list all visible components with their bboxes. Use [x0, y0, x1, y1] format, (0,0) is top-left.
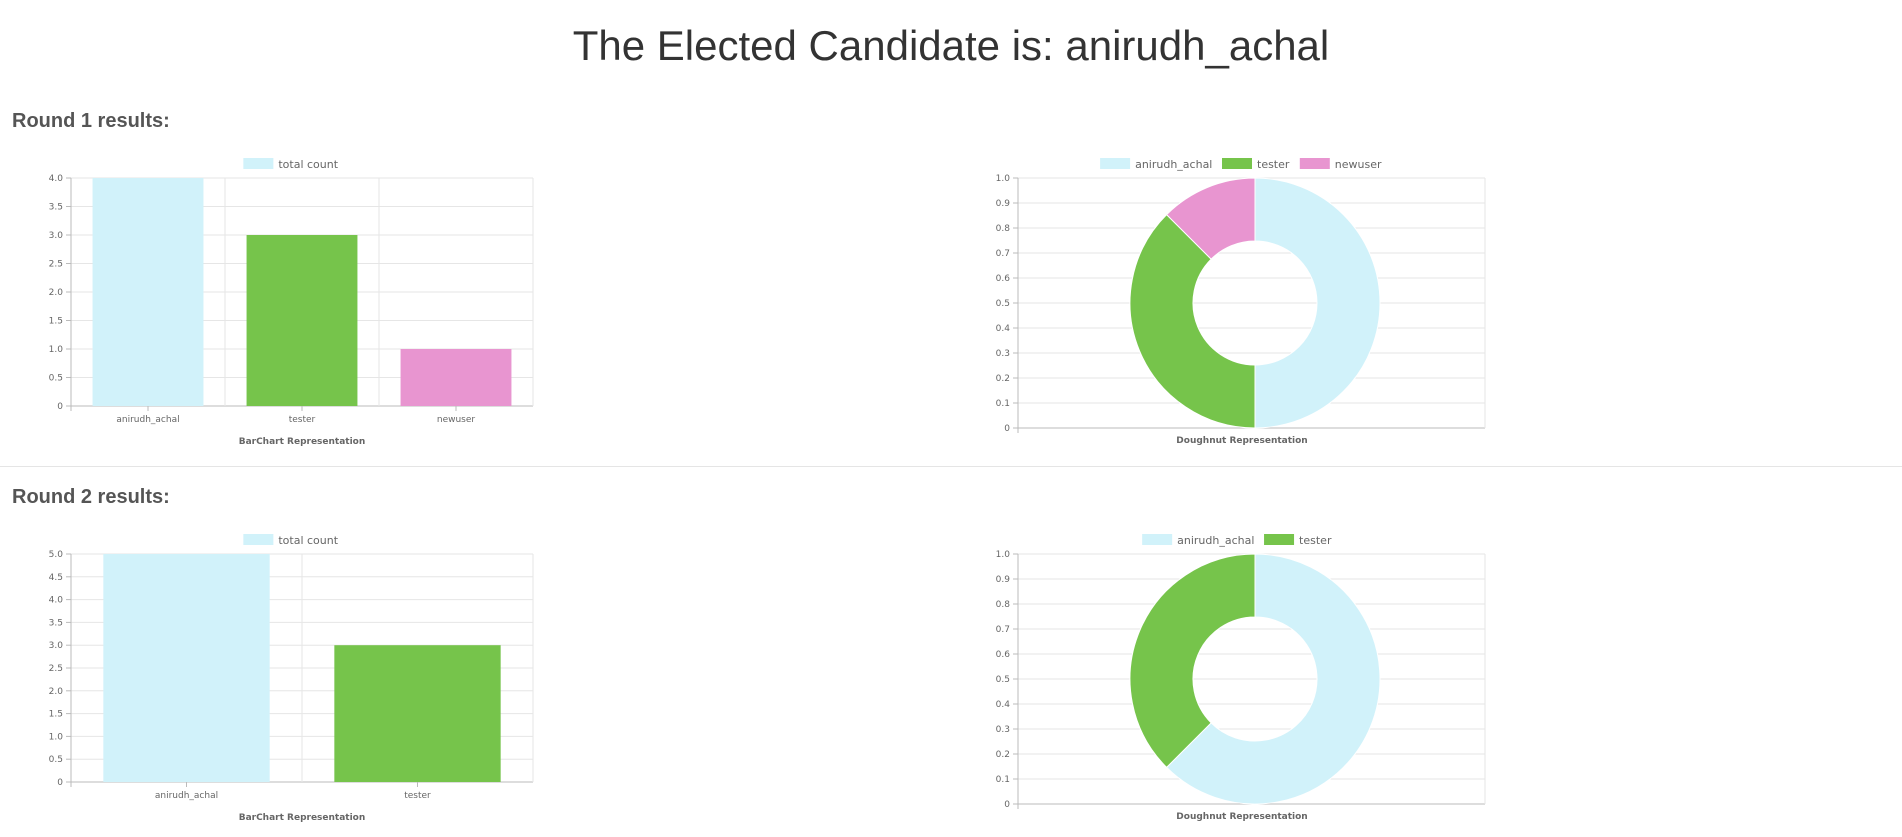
legend-label: total count [278, 534, 338, 547]
y-tick-label: 4.0 [49, 596, 64, 606]
bar-tester [246, 235, 358, 406]
x-axis-label: Doughnut Representation [1176, 436, 1307, 446]
slice-anirudh_achal [1165, 553, 1381, 805]
round-1-heading: Round 1 results: [12, 110, 170, 132]
legend-swatch [1100, 158, 1131, 169]
y-tick-label: 0.3 [996, 725, 1010, 735]
y-tick-label: 0.5 [996, 675, 1010, 685]
y-tick-label: 5.0 [49, 550, 64, 560]
slice-newuser [1165, 177, 1256, 260]
y-tick-label: 0 [1004, 424, 1010, 434]
x-axis-label: BarChart Representation [239, 813, 366, 823]
bar-anirudh_achal [103, 554, 270, 782]
y-tick-label: 0.2 [996, 750, 1010, 760]
y-tick-label: 0.6 [996, 274, 1011, 284]
bar-anirudh_achal [92, 178, 204, 406]
legend-label: tester [1257, 158, 1290, 171]
slice-tester [1129, 213, 1256, 429]
y-tick-label: 0 [57, 402, 63, 412]
x-tick-label: tester [289, 415, 316, 425]
x-tick-label: tester [404, 791, 431, 801]
y-tick-label: 0.3 [996, 349, 1010, 359]
y-tick-label: 0.9 [996, 199, 1011, 209]
round-1-bar-chart: total count 0 0.5 1.0 1.5 2.0 2.5 3.0 3.5 4.0 anir… [49, 158, 534, 447]
legend-label: total count [278, 158, 338, 171]
bar-newuser [400, 349, 512, 406]
y-tick-label: 0.5 [49, 755, 63, 765]
y-tick-label: 0.2 [996, 374, 1010, 384]
legend-swatch [1142, 534, 1173, 545]
y-tick-label: 0.4 [996, 324, 1011, 334]
legend-label: anirudh_achal [1135, 158, 1212, 171]
legend-swatch [243, 158, 274, 169]
y-tick-label: 1.0 [996, 550, 1011, 560]
legend-swatch [243, 534, 274, 545]
y-tick-label: 1.0 [49, 732, 64, 742]
y-tick-label: 2.5 [49, 260, 63, 270]
legend-swatch [1299, 158, 1330, 169]
y-tick-label: 0.6 [996, 650, 1011, 660]
y-tick-label: 3.0 [49, 231, 64, 241]
legend-label: newuser [1335, 158, 1382, 171]
y-tick-label: 1.5 [49, 710, 63, 720]
legend-swatch [1264, 534, 1295, 545]
y-tick-label: 0.8 [996, 224, 1011, 234]
y-tick-label: 0.1 [996, 399, 1010, 409]
y-tick-label: 4.0 [49, 174, 64, 184]
y-tick-label: 0.8 [996, 600, 1011, 610]
x-axis-label: Doughnut Representation [1176, 812, 1307, 822]
y-tick-label: 2.0 [49, 687, 64, 697]
y-tick-label: 1.5 [49, 317, 63, 327]
y-tick-label: 0 [1004, 800, 1010, 810]
y-tick-label: 0.7 [996, 625, 1010, 635]
y-tick-label: 4.5 [49, 573, 63, 583]
y-tick-label: 0.4 [996, 700, 1011, 710]
x-tick-label: anirudh_achal [116, 415, 179, 425]
y-tick-label: 0.5 [996, 299, 1010, 309]
y-tick-label: 0.9 [996, 575, 1011, 585]
x-tick-label: anirudh_achal [155, 791, 218, 801]
x-tick-label: newuser [437, 415, 476, 425]
y-tick-label: 3.5 [49, 203, 63, 213]
slice-tester [1129, 553, 1256, 769]
y-tick-label: 2.0 [49, 288, 64, 298]
page-title: The Elected Candidate is: anirudh_achal [572, 22, 1330, 69]
x-axis-label: BarChart Representation [239, 437, 366, 447]
y-tick-label: 0 [57, 778, 63, 788]
y-tick-label: 0.1 [996, 775, 1010, 785]
y-tick-label: 1.0 [49, 345, 64, 355]
legend-label: tester [1299, 534, 1332, 547]
slice-anirudh_achal [1254, 177, 1381, 429]
round-1-doughnut-chart: anirudh_achal tester newuser 0 0.1 0.2 0.3 0.4 0… [996, 158, 1486, 446]
bar-tester [334, 645, 501, 782]
round-2-bar-chart: total count 0 0.5 1.0 1.5 2.0 2.5 3.0 3.5 4.0 4.5 5… [49, 534, 534, 823]
y-tick-label: 3.0 [49, 641, 64, 651]
y-tick-label: 3.5 [49, 618, 63, 628]
y-tick-label: 0.5 [49, 374, 63, 384]
round-divider [0, 466, 1902, 467]
legend-swatch [1222, 158, 1252, 169]
y-tick-label: 1.0 [996, 174, 1011, 184]
y-tick-label: 0.7 [996, 249, 1010, 259]
legend-label: anirudh_achal [1177, 534, 1254, 547]
round-2-heading: Round 2 results: [12, 486, 170, 508]
y-tick-label: 2.5 [49, 664, 63, 674]
round-2-doughnut-chart: anirudh_achal tester 0 0.1 0.2 0.3 0.4 0.5 0.6 0.… [996, 534, 1486, 822]
